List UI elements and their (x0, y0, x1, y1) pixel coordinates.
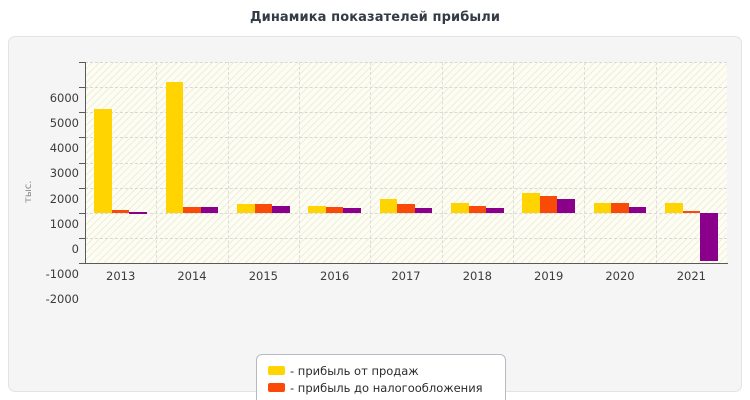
gridline-vertical (513, 62, 514, 263)
legend-label: - чистая прибыль (290, 398, 395, 400)
gridline-vertical (299, 62, 300, 263)
y-axis-tick-mark (79, 187, 85, 189)
bar-2016-series2[interactable] (343, 208, 362, 213)
y-axis-tick-mark (79, 237, 85, 239)
y-axis-tick-mark (79, 162, 85, 164)
chart-legend: - прибыль от продаж - прибыль до налогоо… (256, 354, 506, 400)
page-title: Динамика показателей прибыли (249, 10, 501, 25)
x-axis-tick-label: 2021 (676, 269, 706, 283)
y-axis-tick-label: 2000 (49, 191, 79, 206)
bar-2021-series0[interactable] (664, 202, 683, 213)
gridline-horizontal (85, 187, 727, 189)
legend-label: - прибыль от продаж (290, 363, 419, 378)
gridline-vertical (370, 62, 372, 263)
bar-2013-series1[interactable] (111, 210, 130, 213)
y-axis-tick-mark (79, 62, 85, 63)
y-axis-line (85, 62, 86, 263)
x-axis-tick-label: 2020 (605, 269, 635, 283)
y-axis-tick-mark (79, 137, 85, 139)
y-axis-tick-label: 6000 (49, 91, 79, 105)
bar-2020-series0[interactable] (593, 202, 612, 213)
bar-2014-series2[interactable] (200, 207, 219, 213)
y-axis-tick-label: -1000 (45, 266, 79, 281)
y-axis-tick-label: 4000 (49, 141, 79, 156)
bar-2013-series0[interactable] (94, 109, 112, 213)
y-axis-tick-label: -2000 (45, 292, 79, 306)
bar-2014-series0[interactable] (165, 81, 184, 213)
legend-item[interactable]: - прибыль от продаж (268, 362, 494, 379)
x-axis-tick-label: 2019 (534, 269, 564, 283)
gridline-horizontal (85, 137, 727, 139)
plot-area (85, 62, 727, 263)
y-axis-tick-label: 5000 (49, 116, 79, 131)
bar-2013-series2[interactable] (129, 211, 148, 214)
x-axis-tick-label: 2018 (462, 269, 492, 283)
bar-2015-series1[interactable] (254, 204, 273, 213)
y-axis-tick-mark (79, 112, 85, 114)
bar-2015-series0[interactable] (236, 204, 255, 213)
bar-2020-series2[interactable] (628, 207, 647, 213)
chart-panel: тыс. 6000 5000 4000 3000 2000 1000 0 -1000 -2000… (8, 36, 742, 400)
bar-2016-series0[interactable] (308, 206, 326, 213)
legend-swatch-icon (268, 383, 285, 392)
bar-2019-series0[interactable] (522, 193, 540, 213)
bar-2019-series2[interactable] (557, 198, 576, 213)
bar-2018-series0[interactable] (450, 202, 469, 213)
gridline-vertical (441, 62, 443, 263)
gridline-vertical (584, 62, 586, 263)
gridline-horizontal (85, 62, 727, 63)
gridline-vertical (227, 62, 229, 263)
bar-2018-series2[interactable] (486, 208, 504, 213)
gridline-horizontal (85, 87, 727, 89)
legend-item[interactable]: - чистая прибыль (268, 396, 494, 400)
bar-2019-series1[interactable] (539, 195, 558, 213)
plot-wrapper (85, 62, 727, 263)
x-axis-tick-label: 2017 (391, 269, 421, 283)
gridline-vertical (156, 62, 158, 263)
y-axis-ticks: 6000 5000 4000 3000 2000 1000 0 -1000 -2000 (17, 73, 79, 400)
bar-2021-series2[interactable] (700, 212, 718, 262)
legend-item[interactable]: - прибыль до налогообложения (268, 379, 494, 396)
gridline-vertical (655, 62, 657, 263)
gridline-horizontal (85, 237, 727, 239)
gridline-horizontal (85, 112, 727, 114)
bar-2017-series2[interactable] (414, 207, 433, 213)
y-axis-tick-mark (79, 212, 85, 214)
bar-2021-series1[interactable] (682, 211, 701, 214)
y-axis-tick-label: 0 (71, 241, 79, 256)
x-axis-tick-label: 2015 (248, 269, 278, 283)
bar-2020-series1[interactable] (611, 202, 629, 213)
y-axis-tick-label: 1000 (49, 216, 79, 231)
y-axis-tick-mark (79, 87, 85, 89)
legend-swatch-icon (268, 366, 285, 375)
bar-2015-series2[interactable] (272, 206, 290, 213)
bar-2016-series1[interactable] (325, 206, 344, 213)
x-axis-tick-label: 2013 (106, 269, 136, 283)
bar-2017-series1[interactable] (397, 203, 415, 213)
y-axis-tick-mark (79, 263, 85, 264)
legend-label: - прибыль до налогообложения (290, 380, 483, 395)
gridline-horizontal (85, 212, 727, 214)
x-axis-tick-label: 2014 (177, 269, 207, 283)
gridline-horizontal (85, 162, 727, 164)
y-axis-tick-label: 3000 (49, 166, 79, 181)
bar-2014-series1[interactable] (183, 206, 201, 213)
x-axis-tick-label: 2016 (320, 269, 350, 283)
x-axis-line (85, 263, 728, 264)
bar-2017-series0[interactable] (379, 199, 398, 213)
bar-2018-series1[interactable] (468, 205, 487, 213)
